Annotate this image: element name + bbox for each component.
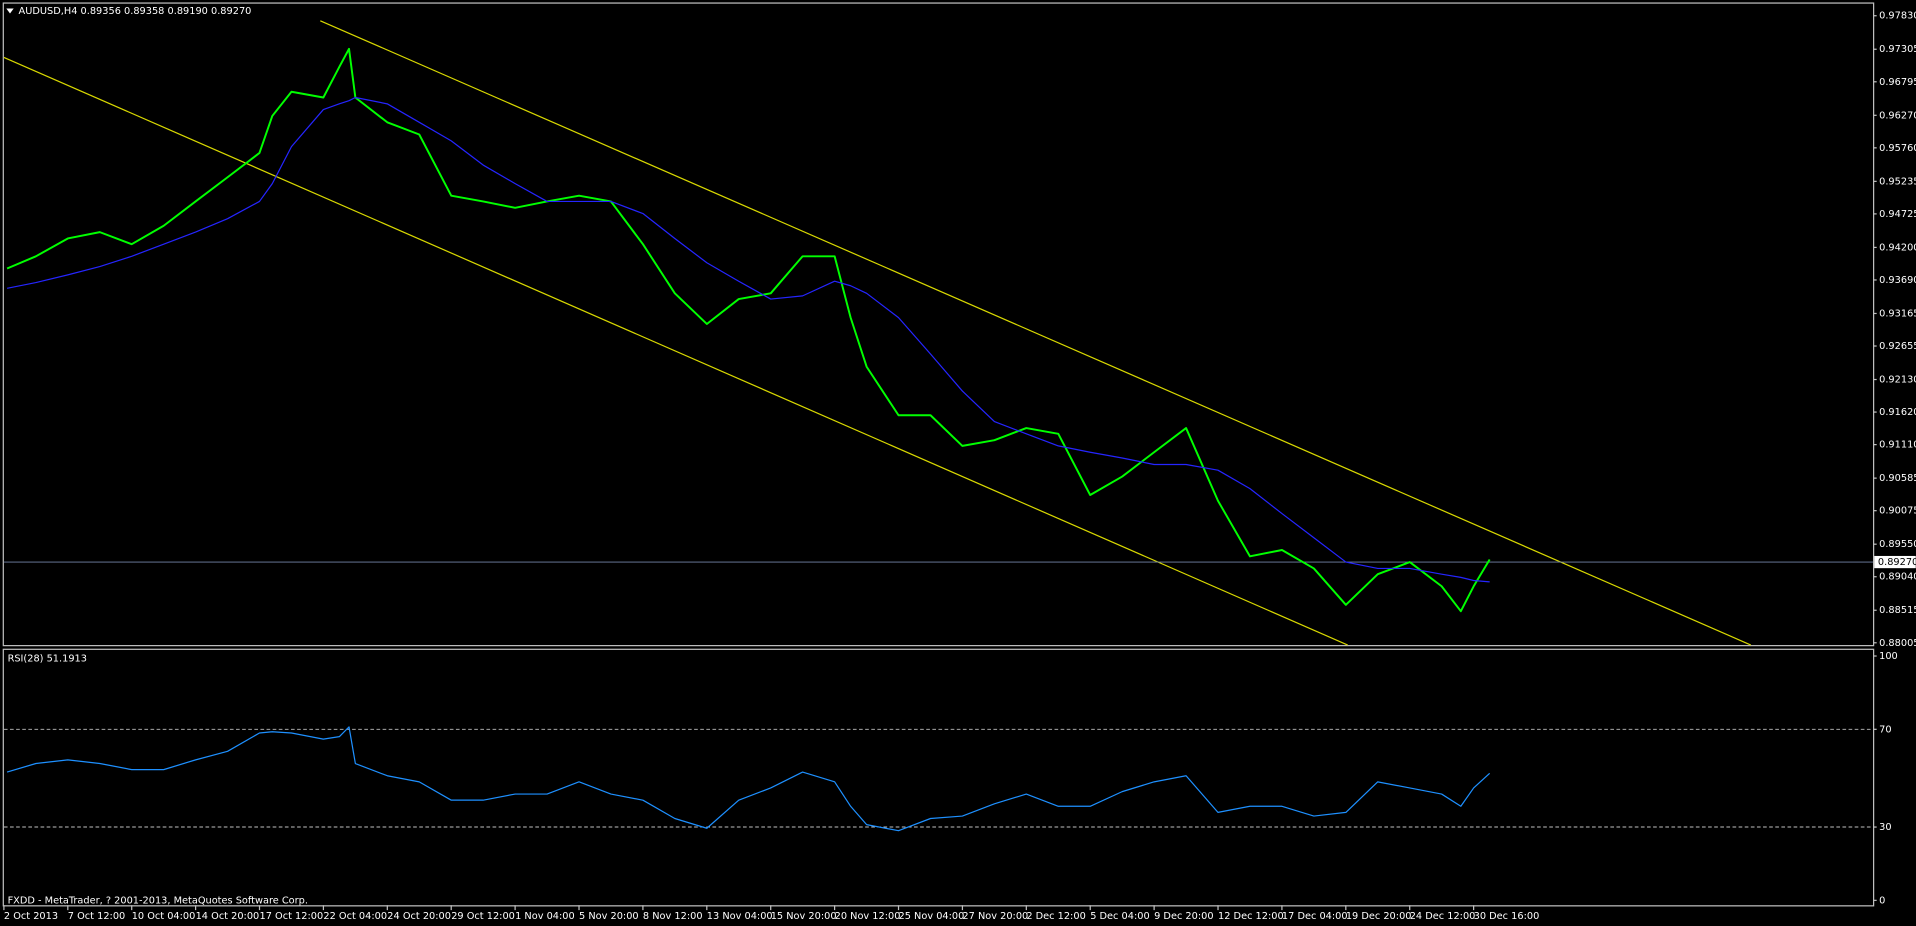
y-tick-label: 0.97830 [1879,11,1916,22]
x-tick-label: 14 Oct 20:00 [196,911,260,922]
x-tick-label: 15 Nov 20:00 [771,911,837,922]
x-tick-label: 22 Oct 04:00 [323,911,387,922]
x-tick-label: 24 Oct 20:00 [387,911,451,922]
y-tick-label: 100 [1879,651,1898,662]
y-tick-label: 0.88005 [1879,638,1916,649]
price-label-box [1874,555,1916,569]
y-tick-label: 0.90585 [1879,473,1916,484]
y-tick-label: 0.95760 [1879,143,1916,154]
series-line [6,726,1491,832]
y-tick-label: 0 [1879,895,1885,906]
x-tick-label: 19 Dec 20:00 [1346,911,1412,922]
x-tick-label: 13 Nov 04:00 [707,911,773,922]
x-tick-label: 8 Nov 12:00 [643,911,703,922]
y-tick-label: 0.90075 [1879,506,1916,517]
y-tick-label: 0.96270 [1879,110,1916,121]
y-tick-label: 0.94725 [1879,209,1916,220]
rsi-panel-border [2,648,1875,907]
symbol-menu-icon[interactable] [6,8,14,14]
y-tick-label: 0.88515 [1879,605,1916,616]
x-tick-label: 24 Dec 12:00 [1410,911,1476,922]
rsi-title: RSI(28) 51.1913 [8,653,87,664]
price-label: 0.89270 [1878,557,1916,568]
y-tick-label: 0.96795 [1879,77,1916,88]
y-tick-label: 0.89040 [1879,572,1916,583]
series-line [6,47,1491,613]
x-tick-label: 25 Nov 04:00 [899,911,965,922]
x-tick-label: 30 Dec 16:00 [1474,911,1540,922]
x-tick-label: 20 Nov 12:00 [835,911,901,922]
x-tick-label: 5 Dec 04:00 [1090,911,1149,922]
y-tick-label: 0.89550 [1879,539,1916,550]
y-tick-label: 0.91110 [1879,440,1916,451]
y-tick-label: 0.91620 [1879,407,1916,418]
x-tick-label: 5 Nov 20:00 [579,911,639,922]
y-tick-label: 70 [1879,724,1891,735]
x-tick-label: 7 Oct 12:00 [68,911,125,922]
series-line [6,96,1490,583]
x-tick-label: 2 Dec 12:00 [1026,911,1085,922]
chart-title: AUDUSD,H4 0.89356 0.89358 0.89190 0.8927… [19,6,252,17]
x-tick-label: 1 Nov 04:00 [515,911,575,922]
y-tick-label: 0.92130 [1879,375,1916,386]
y-tick-label: 0.92655 [1879,341,1916,352]
plot-layer: 0.97830 0.97305 0.96795 0.96270 0.95760 0.952… [3,11,1916,922]
y-tick-label: 0.95235 [1879,176,1916,187]
y-tick-label: 0.97305 [1879,44,1916,55]
channel-line [320,20,1752,646]
x-tick-label: 29 Oct 12:00 [451,911,515,922]
x-tick-label: 27 Nov 20:00 [962,911,1028,922]
x-tick-label: 10 Oct 04:00 [132,911,196,922]
channel-line [3,56,1348,646]
x-tick-label: 17 Dec 04:00 [1282,911,1348,922]
y-tick-label: 30 [1879,822,1891,833]
footer: FXDD - MetaTrader, ? 2001-2013, MetaQuot… [8,895,308,906]
y-tick-label: 0.93690 [1879,275,1916,286]
main-panel-border [2,2,1875,647]
x-tick-label: 12 Dec 12:00 [1218,911,1284,922]
x-tick-label: 2 Oct 2013 [4,911,58,922]
y-tick-label: 0.93165 [1879,308,1916,319]
y-tick-label: 0.94200 [1879,242,1916,253]
x-tick-label: 17 Oct 12:00 [260,911,324,922]
x-tick-label: 9 Dec 20:00 [1154,911,1213,922]
